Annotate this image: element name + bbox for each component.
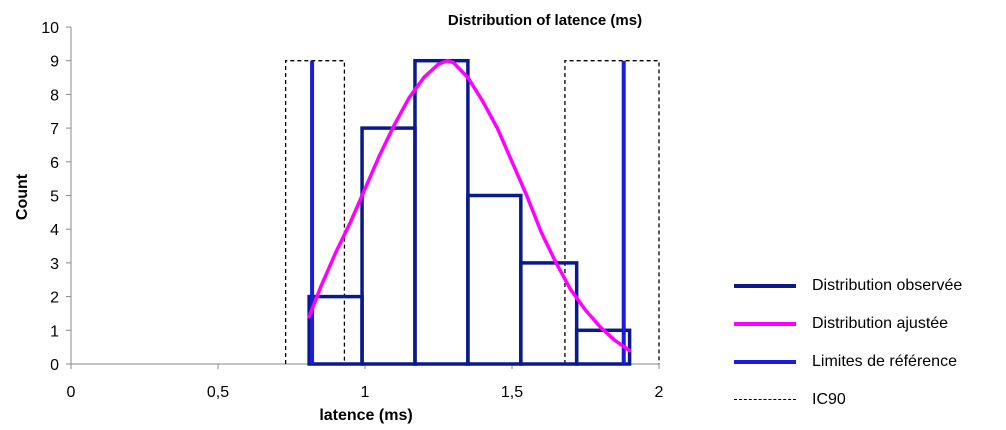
axes: 0 1 2 3 4 5 6 7 8 9 10 0 0,5 1 1,5 2 (41, 20, 663, 401)
legend-item: IC90 (734, 384, 1002, 415)
ic90-layer (284, 60, 660, 364)
x-tick-label: 0,5 (207, 384, 229, 401)
y-tick-label: 4 (50, 222, 59, 239)
y-tick-label: 2 (50, 290, 59, 307)
fitted-curve (307, 58, 632, 353)
y-tick-label: 3 (50, 256, 59, 273)
chart-title: Distribution of latence (ms) (448, 12, 642, 29)
ic90-interval (564, 60, 660, 364)
y-tick-label: 5 (50, 189, 59, 206)
histogram-bar (413, 58, 470, 366)
y-tick-label: 1 (50, 323, 59, 340)
histogram-bar (519, 261, 579, 366)
y-tick-label: 6 (50, 155, 59, 172)
fitted-curve-layer (307, 58, 632, 353)
y-axis-label: Count (14, 173, 31, 220)
histogram-bar (360, 126, 417, 366)
y-tick-label: 7 (50, 121, 59, 138)
histogram-bar (466, 193, 523, 366)
y-tick-label: 10 (41, 20, 59, 37)
legend-swatch (734, 359, 796, 364)
x-tick-label: 2 (655, 384, 664, 401)
legend-label: Distribution observée (812, 276, 963, 294)
legend-label: Limites de référence (812, 352, 957, 370)
y-tick-label: 9 (50, 54, 59, 71)
legend: Distribution observée Distribution ajusté… (734, 270, 1002, 422)
legend-swatch (734, 321, 796, 326)
legend-item: Limites de référence (734, 346, 1002, 377)
ic90-interval (284, 60, 346, 364)
histogram-bar (307, 294, 364, 366)
legend-item: Distribution ajustée (734, 308, 1002, 339)
x-axis-label: latence (ms) (319, 407, 412, 424)
x-tick-label: 0 (67, 384, 76, 401)
x-tick-label: 1 (361, 384, 370, 401)
legend-swatch (734, 283, 796, 288)
legend-label: Distribution ajustée (812, 314, 949, 332)
legend-item: Distribution observée (734, 270, 1002, 301)
legend-swatch (734, 399, 796, 400)
legend-label: IC90 (812, 390, 846, 408)
y-tick-label: 0 (50, 357, 59, 374)
x-tick-label: 1,5 (501, 384, 523, 401)
histogram-layer (307, 58, 632, 366)
y-tick-label: 8 (50, 87, 59, 104)
